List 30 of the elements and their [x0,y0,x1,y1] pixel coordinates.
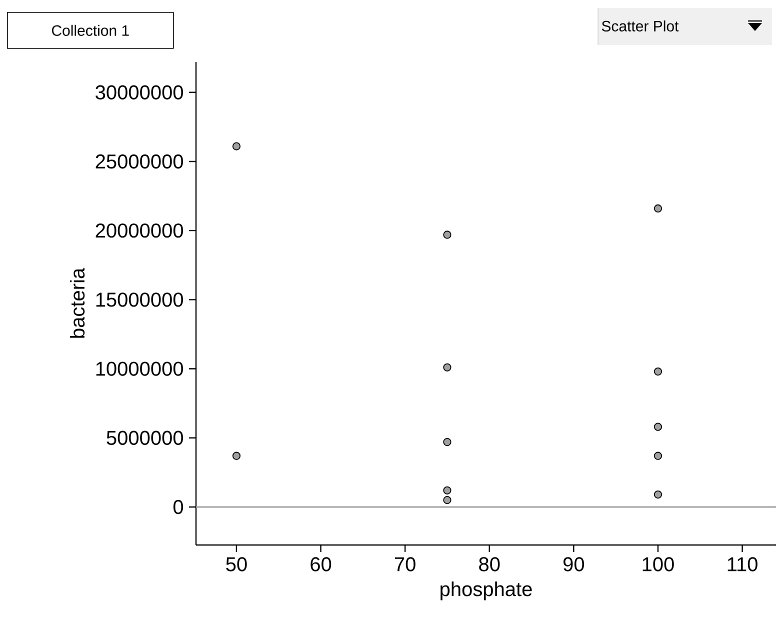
y-tick-label: 25000000 [96,154,184,169]
text: Scatter Plot [602,20,679,32]
x-tick-label: 110 [728,557,758,572]
point [443,496,452,504]
x-tick-label: 50 [226,557,247,572]
point [654,490,662,499]
chart-title: Collection 1 [52,24,129,36]
y-tick-label: 5000000 [106,430,184,445]
point [443,230,452,239]
point [443,363,452,372]
x-tick-label: 90 [563,557,584,572]
point [443,486,452,494]
x-tick-label: 80 [479,557,500,572]
y-tick-label: 20000000 [96,224,184,238]
x-tick-label: 60 [310,557,332,572]
x-tick-label: 100 [642,557,674,572]
y-tick-label: 30000000 [96,85,184,100]
point [654,204,662,213]
point [232,142,241,150]
point [232,452,241,460]
y-tick-label: 10000000 [96,362,184,376]
point [443,438,452,446]
y-tick-label: 15000000 [96,292,184,307]
y-tick-label: 0 [173,500,184,514]
point [654,452,662,460]
point [654,367,662,376]
point [654,422,662,431]
y-axis-title: bacteria [70,268,85,338]
x-tick-label: 70 [394,557,416,572]
x-axis-title: phosphate [440,582,532,600]
